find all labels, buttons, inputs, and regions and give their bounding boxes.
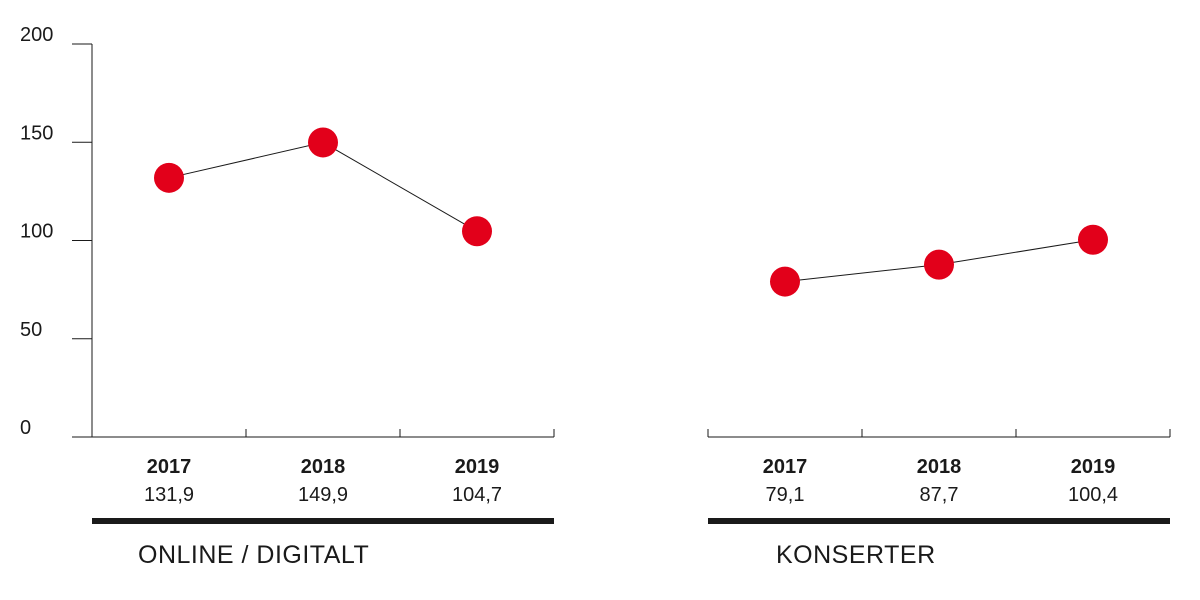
data-point bbox=[770, 266, 800, 297]
data-value-label: 149,9 bbox=[298, 484, 348, 506]
panel-title: KONSERTER bbox=[776, 541, 936, 569]
data-value-label: 131,9 bbox=[144, 484, 194, 506]
x-category-label: 2018 bbox=[301, 456, 346, 478]
data-point bbox=[462, 216, 492, 247]
y-tick-label: 100 bbox=[20, 221, 53, 243]
panel-online-digitalt: 0 50 100 150 200 2017 131,9 2018 149,9 2019 104,7 O… bbox=[20, 24, 555, 569]
y-tick-label: 0 bbox=[20, 417, 31, 439]
data-point bbox=[154, 162, 184, 193]
data-value-label: 87,7 bbox=[920, 484, 959, 506]
panel-konserter: 2017 79,1 2018 87,7 2019 100,4 KONSERTER bbox=[707, 224, 1171, 569]
panel-title: ONLINE / DIGITALT bbox=[138, 541, 369, 569]
data-value-label: 79,1 bbox=[766, 484, 805, 506]
y-tick-label: 200 bbox=[20, 24, 53, 46]
data-point bbox=[924, 249, 954, 280]
data-value-label: 104,7 bbox=[452, 484, 502, 506]
x-category-label: 2017 bbox=[147, 456, 192, 478]
x-category-label: 2018 bbox=[917, 456, 962, 478]
y-tick-label: 150 bbox=[20, 122, 53, 144]
x-category-label: 2019 bbox=[1071, 456, 1116, 478]
x-category-label: 2017 bbox=[763, 456, 808, 478]
y-tick-label: 50 bbox=[20, 319, 42, 341]
x-category-label: 2019 bbox=[455, 456, 500, 478]
data-value-label: 100,4 bbox=[1068, 484, 1118, 506]
data-point bbox=[308, 127, 338, 158]
data-point bbox=[1078, 224, 1108, 255]
